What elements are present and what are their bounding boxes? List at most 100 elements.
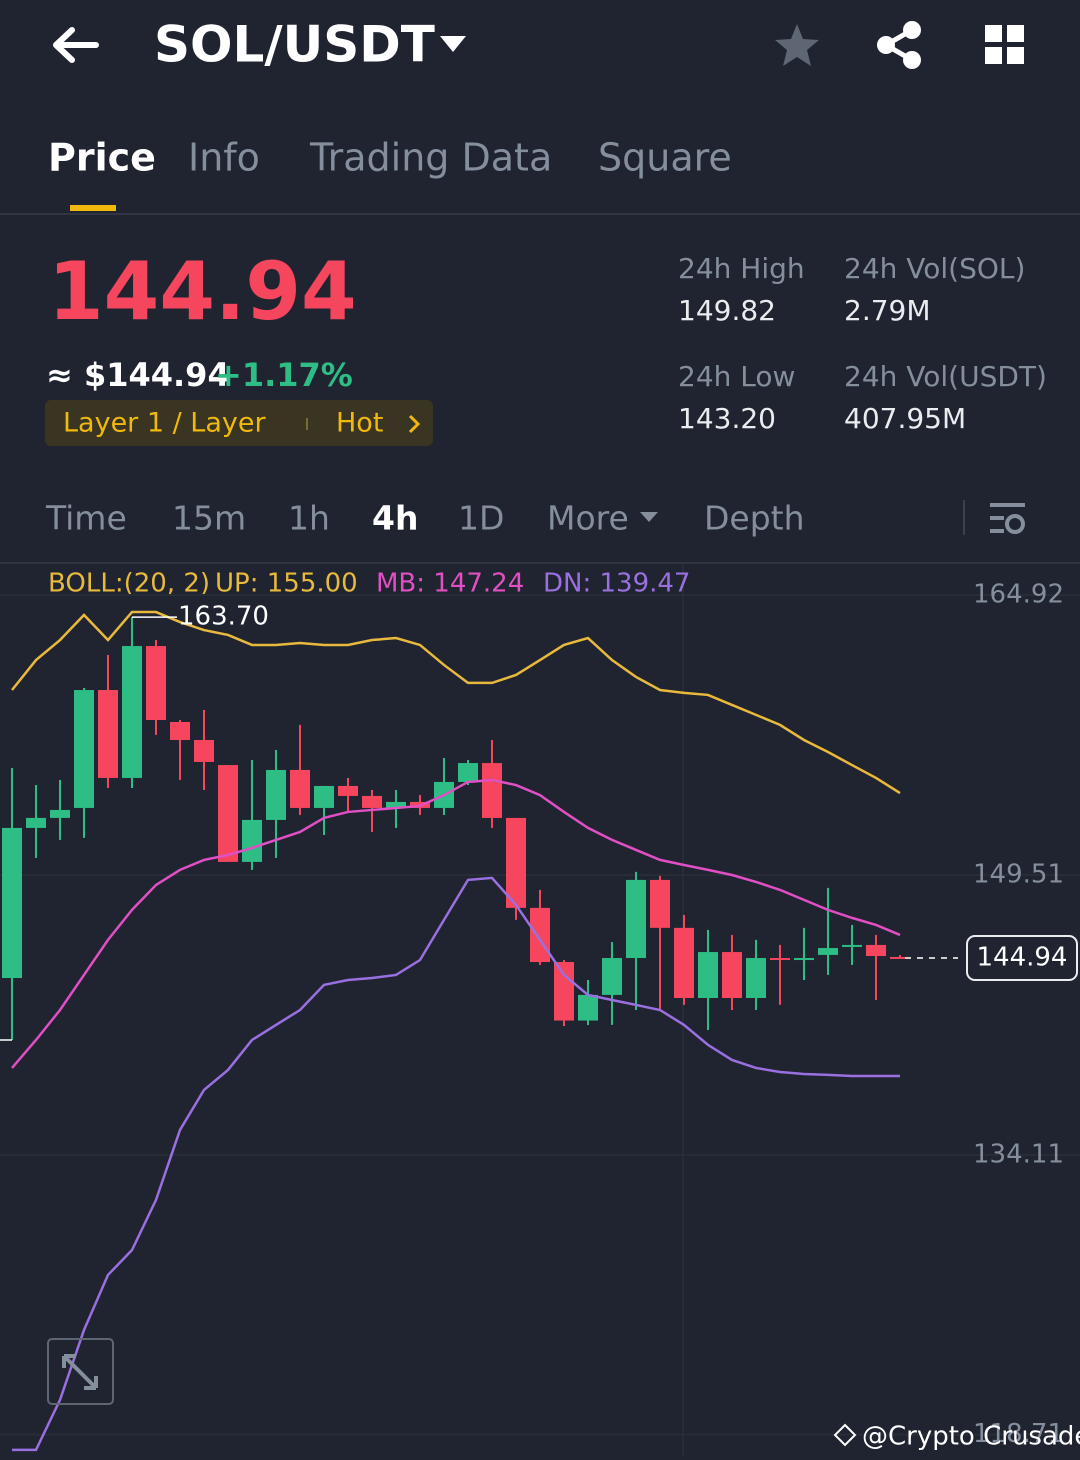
interval[interactable]: Time: [45, 499, 127, 538]
back-arrow[interactable]: [53, 27, 99, 63]
candle-body: [554, 962, 574, 1021]
tab[interactable]: Info: [188, 136, 260, 180]
y-tick-label: 164.92: [973, 579, 1064, 609]
fiat-price: ≈ $144.94: [46, 356, 230, 394]
candle-body: [794, 958, 814, 961]
pair-title[interactable]: SOL/USDT: [154, 16, 435, 74]
stat-label: 24h High: [678, 252, 805, 285]
tab[interactable]: Square: [598, 136, 732, 180]
tag[interactable]: Layer 1 / Layer: [63, 408, 266, 439]
watermark-icon: [833, 1423, 857, 1447]
candle-body: [170, 721, 190, 740]
stat-value: 407.95M: [844, 402, 966, 435]
candle-body: [866, 944, 886, 957]
price-change: +1.17%: [215, 356, 353, 394]
candle-body: [50, 809, 70, 818]
y-tick-label: 149.51: [973, 859, 1064, 889]
candle-body: [722, 952, 742, 999]
stat-label: 24h Low: [678, 360, 795, 393]
candle-body: [290, 769, 310, 808]
plot: 164.92149.51134.11118.71163.70141.20144.…: [0, 579, 1080, 1452]
settings-lines[interactable]: [990, 503, 1025, 533]
legend-entry: MB: 147.24: [376, 569, 524, 599]
candle-body: [122, 646, 142, 778]
candle-body: [674, 927, 694, 999]
candle-body: [242, 819, 262, 862]
candle-body: [770, 958, 790, 961]
candle-body: [842, 944, 862, 947]
tag-chevron[interactable]: [408, 414, 421, 434]
y-tick-label: 118.71: [973, 1419, 1064, 1449]
expand-arrows[interactable]: [62, 1354, 98, 1390]
stat-label: 24h Vol(SOL): [844, 252, 1025, 285]
tag-box[interactable]: [45, 400, 433, 446]
high-label: 163.70: [178, 602, 269, 632]
candle-body: [458, 763, 478, 782]
candle-body: [506, 817, 526, 908]
tab-indicator: [70, 205, 116, 211]
candle-body: [2, 827, 22, 979]
candle-body: [146, 646, 166, 720]
candle-body: [386, 801, 406, 808]
band-line: [11, 610, 901, 795]
candle-body: [698, 952, 718, 999]
share-lines[interactable]: [884, 27, 914, 63]
candle-body: [194, 739, 214, 762]
candle-body: [482, 763, 502, 818]
candle-body: [314, 785, 334, 808]
candle-body: [362, 795, 382, 808]
last-price: 144.94: [48, 245, 357, 338]
settings-icon[interactable]: [990, 503, 1025, 534]
stat-value: 149.82: [678, 294, 776, 327]
expand-button[interactable]: [47, 1338, 114, 1405]
band-line: [12, 876, 900, 1452]
candle-body: [218, 765, 238, 862]
last-price-label: 144.94: [977, 943, 1068, 973]
y-tick-label: 134.11: [973, 1139, 1064, 1169]
more-caret[interactable]: [640, 512, 658, 522]
candle-body: [626, 879, 646, 959]
pair-caret[interactable]: [440, 36, 466, 52]
interval[interactable]: 15m: [172, 499, 246, 538]
grid-cell[interactable]: [985, 47, 1002, 64]
legend-entry: UP: 155.00: [215, 569, 358, 599]
tag[interactable]: Hot: [336, 408, 383, 439]
interval[interactable]: More: [547, 499, 629, 538]
candle-body: [530, 907, 550, 963]
grid-icon[interactable]: [985, 25, 1024, 64]
candle-body: [650, 879, 670, 928]
tab[interactable]: Trading Data: [309, 136, 552, 180]
stat-value: 2.79M: [844, 294, 931, 327]
last-price-box: [966, 935, 1078, 982]
grid-cell[interactable]: [1007, 25, 1024, 42]
band-line: [11, 778, 901, 1069]
back-button[interactable]: [53, 27, 99, 63]
stat-label: 24h Vol(USDT): [844, 360, 1047, 393]
candle-body: [338, 785, 358, 796]
share-icon[interactable]: [877, 21, 921, 69]
candle-body: [98, 690, 118, 778]
settings-gear[interactable]: [1005, 514, 1025, 534]
legend-entry: DN: 139.47: [543, 569, 690, 599]
watermark: @Crypto Crusader: [862, 1422, 1080, 1452]
candle-body: [890, 956, 910, 959]
candle-body: [602, 958, 622, 995]
candle-body: [74, 690, 94, 808]
interval[interactable]: 4h: [372, 499, 418, 538]
candle-body: [578, 994, 598, 1021]
candle-body: [26, 817, 46, 828]
candle-body: [818, 948, 838, 955]
interval[interactable]: Depth: [704, 499, 805, 538]
favorite-icon[interactable]: [775, 24, 819, 66]
stat-value: 143.20: [678, 402, 776, 435]
tab[interactable]: Price: [48, 136, 156, 180]
indicator-label: BOLL:(20, 2): [48, 569, 210, 599]
grid-cell[interactable]: [1007, 47, 1024, 64]
expand-frame[interactable]: [47, 1338, 114, 1405]
candle-body: [746, 958, 766, 999]
interval[interactable]: 1h: [288, 499, 330, 538]
grid-cell[interactable]: [985, 25, 1002, 42]
interval[interactable]: 1D: [458, 499, 504, 538]
